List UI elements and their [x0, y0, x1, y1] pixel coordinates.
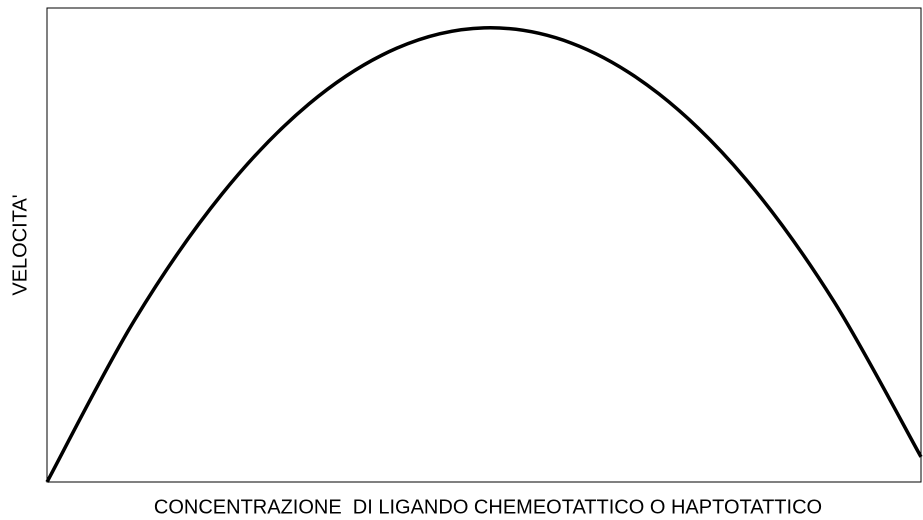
curve — [45, 26, 923, 483]
plot-frame — [46, 7, 922, 483]
x-axis-label: CONCENTRAZIONE DI LIGANDO CHEMEOTATTICO … — [154, 496, 822, 518]
y-axis-label: VELOCITA' — [9, 194, 31, 295]
